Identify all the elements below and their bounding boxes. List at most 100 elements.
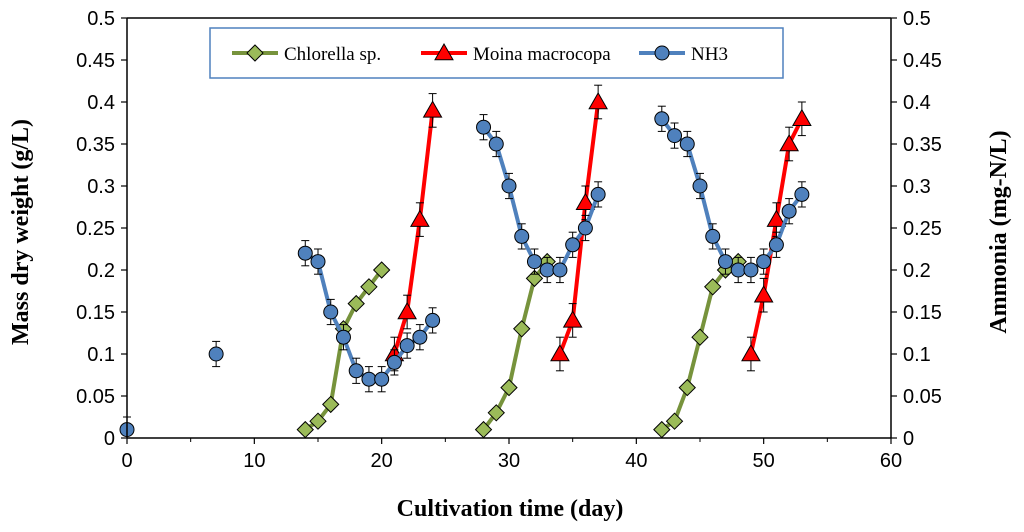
data-point bbox=[665, 412, 684, 430]
data-point bbox=[348, 363, 364, 379]
data-point bbox=[792, 108, 812, 127]
series-moina-macrocopa bbox=[384, 84, 812, 372]
data-point bbox=[361, 371, 377, 387]
data-point bbox=[323, 304, 339, 320]
data-point bbox=[768, 237, 784, 253]
data-point bbox=[779, 133, 799, 152]
data-point bbox=[575, 192, 596, 211]
series-nh3 bbox=[119, 105, 810, 439]
y2-tick-label: 0.4 bbox=[903, 92, 931, 114]
data-point bbox=[550, 343, 570, 362]
data-point bbox=[514, 228, 530, 244]
x-tick-label: 0 bbox=[121, 450, 132, 472]
data-point bbox=[335, 329, 351, 345]
data-point bbox=[372, 261, 391, 279]
data-point bbox=[753, 285, 774, 303]
data-point bbox=[422, 100, 443, 118]
data-point bbox=[309, 412, 327, 430]
legend-marker bbox=[246, 44, 264, 62]
y2-tick-label: 0 bbox=[903, 428, 914, 450]
y-tick-label: 0.3 bbox=[87, 176, 115, 198]
data-point bbox=[347, 294, 365, 313]
y-tick-label: 0.2 bbox=[87, 260, 115, 282]
y2-tick-label: 0.45 bbox=[903, 50, 942, 72]
data-point bbox=[577, 220, 593, 236]
data-point bbox=[743, 262, 759, 278]
y-tick-label: 0.05 bbox=[76, 386, 115, 408]
y2-tick-label: 0.2 bbox=[903, 260, 931, 282]
data-point bbox=[412, 329, 428, 345]
series-layer bbox=[119, 84, 812, 439]
data-point bbox=[704, 278, 722, 296]
axes-layer: 0 0.05 0.1 0.15 0.2 0.25 0.3 0.35 0.4 0.45 0.5 0 0.0… bbox=[76, 8, 942, 472]
data-point bbox=[488, 136, 504, 152]
legend: Chlorella sp. Moina macrocopa NH3 bbox=[209, 27, 784, 79]
data-point bbox=[500, 378, 518, 397]
y2-tick-label: 0.15 bbox=[903, 302, 942, 324]
legend-marker bbox=[654, 45, 670, 61]
y-tick-label: 0.15 bbox=[76, 302, 115, 324]
series-line bbox=[392, 110, 435, 355]
y2-tick-label: 0.1 bbox=[903, 344, 931, 366]
data-point bbox=[717, 254, 733, 270]
data-point bbox=[588, 91, 608, 110]
data-point bbox=[208, 346, 224, 362]
y2-tick-label: 0.5 bbox=[903, 8, 931, 30]
data-point bbox=[730, 262, 746, 278]
series-line bbox=[558, 101, 601, 355]
y2-axis-title: Ammonia (mg-N/L) bbox=[986, 130, 1012, 333]
data-point bbox=[691, 328, 709, 346]
legend-label: NH3 bbox=[691, 44, 728, 65]
data-point bbox=[565, 237, 581, 253]
data-point bbox=[654, 111, 670, 127]
data-point bbox=[501, 178, 517, 194]
series-line bbox=[481, 125, 601, 272]
y-tick-label: 0.45 bbox=[76, 50, 115, 72]
data-point bbox=[397, 301, 417, 320]
data-point bbox=[667, 128, 683, 144]
series-line bbox=[481, 260, 549, 431]
x-tick-label: 50 bbox=[753, 450, 775, 472]
data-point bbox=[552, 262, 568, 278]
data-point bbox=[741, 343, 761, 362]
x-axis-title: Cultivation time (day) bbox=[397, 496, 624, 522]
y-tick-label: 0.4 bbox=[87, 92, 115, 114]
data-point bbox=[705, 228, 721, 244]
data-point bbox=[360, 278, 378, 296]
data-point bbox=[513, 320, 531, 338]
y-axis-title: Mass dry weight (g/L) bbox=[8, 119, 34, 345]
data-point bbox=[781, 203, 797, 219]
y-tick-label: 0.5 bbox=[87, 8, 115, 30]
data-point bbox=[678, 378, 696, 397]
data-point bbox=[562, 310, 583, 328]
x-tick-label: 60 bbox=[880, 450, 902, 472]
y2-tick-label: 0.25 bbox=[903, 218, 942, 240]
data-point bbox=[679, 136, 695, 152]
y-tick-label: 0.1 bbox=[87, 344, 115, 366]
data-point bbox=[297, 245, 313, 261]
data-point bbox=[399, 338, 415, 354]
legend-marker bbox=[434, 42, 454, 61]
legend-box bbox=[209, 27, 784, 79]
x-tick-label: 10 bbox=[243, 450, 265, 472]
data-point bbox=[692, 178, 708, 194]
data-point bbox=[794, 186, 810, 202]
data-point bbox=[756, 254, 772, 270]
y-tick-label: 0.25 bbox=[76, 218, 115, 240]
y2-tick-label: 0.3 bbox=[903, 176, 931, 198]
data-point bbox=[476, 119, 492, 135]
data-point bbox=[410, 209, 430, 227]
data-point bbox=[766, 209, 787, 227]
x-tick-label: 30 bbox=[498, 450, 520, 472]
data-point bbox=[539, 262, 555, 278]
y-tick-label: 0.35 bbox=[76, 134, 115, 156]
x-tick-label: 40 bbox=[625, 450, 647, 472]
data-point bbox=[526, 254, 542, 270]
series-chlorella-sp- bbox=[296, 252, 747, 439]
data-point bbox=[425, 312, 441, 328]
legend-label: Chlorella sp. bbox=[284, 44, 381, 65]
data-point bbox=[386, 354, 402, 370]
data-point bbox=[487, 404, 505, 422]
x-tick-label: 20 bbox=[371, 450, 393, 472]
